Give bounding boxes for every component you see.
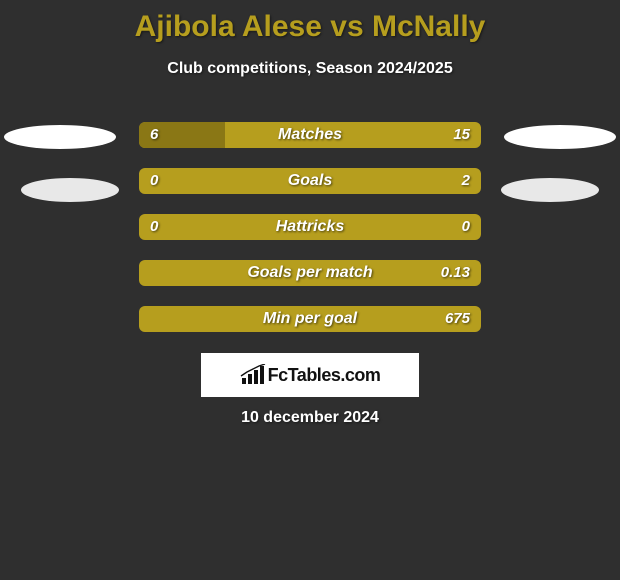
- stat-bar-left-fill: [139, 122, 225, 148]
- bar-chart-icon: [240, 364, 266, 386]
- comparison-bars: Matches615Goals02Hattricks00Goals per ma…: [0, 114, 620, 344]
- stat-row: Min per goal675: [0, 298, 620, 344]
- stat-bar-track: [139, 306, 481, 332]
- page-title: Ajibola Alese vs McNally: [0, 0, 620, 44]
- stat-row: Matches615: [0, 114, 620, 160]
- stat-row: Goals02: [0, 160, 620, 206]
- footer-date: 10 december 2024: [0, 409, 620, 427]
- stat-bar-track: [139, 214, 481, 240]
- stat-bar-track: [139, 168, 481, 194]
- stat-row: Hattricks00: [0, 206, 620, 252]
- stat-row: Goals per match0.13: [0, 252, 620, 298]
- fctables-logo: FcTables.com: [201, 353, 419, 397]
- stat-bar-track: [139, 260, 481, 286]
- page-subtitle: Club competitions, Season 2024/2025: [0, 60, 620, 78]
- stat-bar-track: [139, 122, 481, 148]
- logo-text: FcTables.com: [268, 365, 381, 386]
